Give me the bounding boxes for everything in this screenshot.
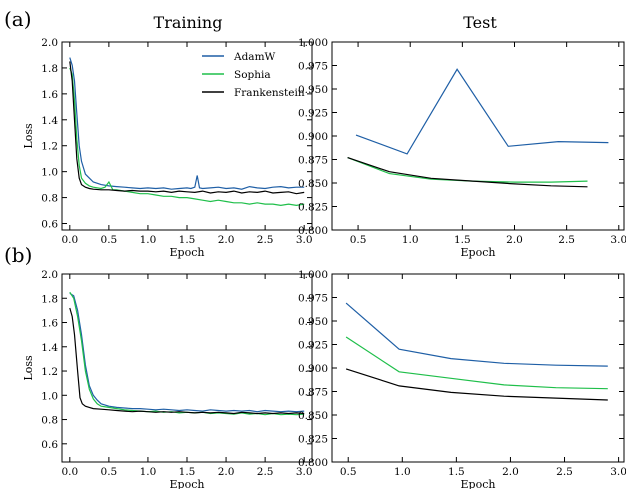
y-tick-label: 2.0	[41, 269, 58, 281]
x-axis-label: Epoch	[170, 478, 205, 489]
y-tick-label: 0.6	[41, 439, 58, 451]
y-tick-label: 0.6	[41, 219, 58, 231]
y-tick-label: 0.875	[298, 387, 328, 399]
x-tick-label: 0.5	[350, 234, 367, 246]
y-tick-label: 0.975	[298, 61, 328, 73]
series-line-adamw	[355, 68, 609, 155]
legend-label-sophia: Sophia	[234, 69, 271, 81]
y-tick-label: 0.875	[298, 155, 328, 167]
x-tick-label: 3.0	[610, 466, 626, 478]
series-line-adamw	[69, 292, 305, 413]
y-axis-label: Loss	[22, 355, 35, 381]
y-tick-label: 0.925	[298, 340, 328, 352]
x-tick-label: 2.5	[257, 466, 274, 478]
plot-frame	[331, 273, 625, 463]
series-line-adamw	[345, 302, 608, 367]
x-tick-label: 1.5	[448, 466, 465, 478]
y-tick-label: 0.950	[298, 84, 328, 96]
y-tick-label: 0.825	[298, 202, 328, 214]
y-tick-label: 1.0	[41, 167, 58, 179]
y-axis-label: Loss	[22, 123, 35, 149]
chart-a-test: 0.5 1.0 1.5 2.0 2.5 3.00.8000.8250.8500.8750.…	[298, 37, 626, 259]
y-tick-label: 1.000	[298, 269, 328, 281]
y-tick-label: 1.8	[41, 63, 58, 75]
x-tick-label: 2.0	[218, 234, 235, 246]
y-tick-label: 1.8	[41, 293, 58, 305]
y-tick-label: 0.950	[298, 316, 328, 328]
y-tick-label: 1.2	[41, 366, 58, 378]
series-line-sophia	[69, 67, 305, 207]
panel-label-b: (b)	[4, 243, 32, 267]
x-tick-label: 1.5	[454, 234, 471, 246]
x-tick-label: 0.5	[340, 466, 357, 478]
x-tick-label: 2.5	[558, 234, 575, 246]
series-line-sophia	[69, 291, 305, 416]
x-tick-label: 1.0	[140, 466, 157, 478]
y-tick-label: 1.4	[41, 115, 58, 127]
x-tick-label: 3.0	[296, 466, 313, 478]
y-tick-label: 1.6	[41, 89, 58, 101]
series-line-frankenstein	[345, 368, 608, 401]
x-tick-label: 2.5	[257, 234, 274, 246]
plot-frame	[61, 41, 313, 231]
x-tick-label: 2.0	[218, 466, 235, 478]
plot-frame	[61, 273, 313, 463]
y-tick-label: 1.0	[41, 390, 58, 402]
x-tick-label: 2.0	[506, 234, 523, 246]
chart-a-train: 0.0 0.5 1.0 1.5 2.0 2.5 3.0 0.6 0.8 1.0 1.2 1.4 1.6 1…	[22, 37, 313, 259]
x-axis-label: Epoch	[461, 246, 496, 259]
y-tick-label: 1.6	[41, 318, 58, 330]
x-axis-label: Epoch	[461, 478, 496, 489]
y-tick-label: 0.850	[298, 410, 328, 422]
plot-frame	[331, 41, 625, 231]
x-tick-label: 1.0	[394, 466, 411, 478]
legend-label-adamw: AdamW	[233, 51, 276, 63]
x-tick-label: 2.5	[556, 466, 573, 478]
series-line-frankenstein	[347, 157, 588, 188]
y-tick-label: 1.2	[41, 141, 58, 153]
x-tick-label: 0.5	[101, 466, 118, 478]
x-tick-label: 0.0	[61, 234, 78, 246]
y-tick-label: 0.900	[298, 131, 328, 143]
series-line-frankenstein	[69, 307, 305, 415]
chart-b-train: 0.0 0.5 1.0 1.5 2.0 2.5 3.0 0.6 0.8 1.0 1.2 1.4 1.6 1…	[22, 269, 313, 489]
y-tick-label: 0.825	[298, 434, 328, 446]
y-tick-label: 0.900	[298, 363, 328, 375]
x-tick-label: 1.0	[402, 234, 419, 246]
y-tick-label: 0.8	[41, 415, 58, 427]
panel-label-a: (a)	[4, 7, 32, 31]
y-tick-label: 0.925	[298, 108, 328, 120]
legend-label-frankenstein: Frankenstein	[234, 87, 305, 99]
x-tick-label: 0.0	[61, 466, 78, 478]
x-tick-label: 3.0	[610, 234, 626, 246]
series-line-frankenstein	[69, 61, 305, 195]
x-tick-label: 0.5	[101, 234, 118, 246]
y-tick-label: 1.000	[298, 37, 328, 49]
test-column-title: Test	[463, 13, 497, 32]
training-column-title: Training	[154, 13, 223, 32]
x-tick-label: 3.0	[296, 234, 313, 246]
y-tick-label: 1.4	[41, 342, 58, 354]
y-tick-label: 0.8	[41, 193, 58, 205]
x-tick-label: 1.5	[179, 234, 196, 246]
y-tick-label: 0.800	[298, 225, 328, 237]
y-tick-label: 2.0	[41, 37, 58, 49]
chart-b-test: 0.5 1.0 1.5 2.0 2.5 3.00.8000.8250.8500.8750.…	[298, 269, 626, 489]
x-axis-label: Epoch	[170, 246, 205, 259]
x-tick-label: 1.0	[140, 234, 157, 246]
x-tick-label: 2.0	[502, 466, 519, 478]
x-tick-label: 1.5	[179, 466, 196, 478]
y-tick-label: 0.850	[298, 178, 328, 190]
series-line-adamw	[69, 57, 305, 190]
y-tick-label: 0.975	[298, 293, 328, 305]
y-tick-label: 0.800	[298, 457, 328, 469]
series-line-sophia	[345, 336, 608, 390]
